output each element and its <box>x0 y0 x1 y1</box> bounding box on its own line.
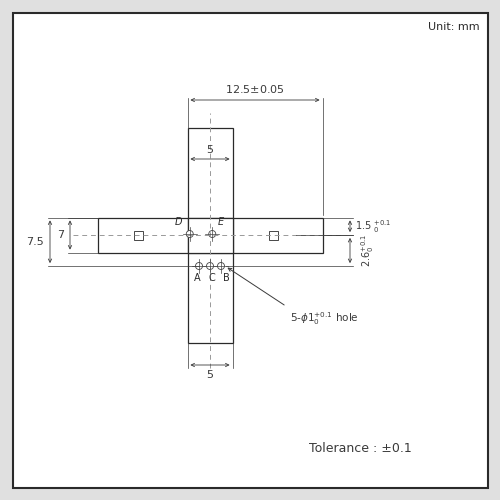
Circle shape <box>196 262 202 270</box>
Text: E: E <box>218 217 224 227</box>
Text: Tolerance : ±0.1: Tolerance : ±0.1 <box>308 442 412 455</box>
Text: C: C <box>208 273 215 283</box>
Bar <box>98 218 188 252</box>
Circle shape <box>218 262 224 270</box>
Bar <box>134 230 142 239</box>
Text: 5: 5 <box>206 144 214 154</box>
Bar <box>188 252 232 342</box>
Text: 7.5: 7.5 <box>26 237 44 247</box>
Bar <box>188 218 232 252</box>
Text: Unit: mm: Unit: mm <box>428 22 480 32</box>
Text: 12.5$\pm$0.05: 12.5$\pm$0.05 <box>225 83 285 95</box>
Bar <box>188 128 232 218</box>
Text: 1.5 $^{+0.1}_{0}$: 1.5 $^{+0.1}_{0}$ <box>355 218 392 234</box>
Text: B: B <box>222 273 230 283</box>
Text: 7: 7 <box>57 230 64 240</box>
Text: 2.6$^{+0.1}_{0}$: 2.6$^{+0.1}_{0}$ <box>359 234 376 267</box>
Circle shape <box>209 230 216 237</box>
Text: D: D <box>175 217 182 227</box>
Circle shape <box>206 262 214 270</box>
Text: A: A <box>194 273 201 283</box>
Bar <box>268 230 278 239</box>
Bar <box>232 218 322 252</box>
Circle shape <box>186 230 193 237</box>
Text: 5-$\phi$1$^{+0.1}_{0}$ hole: 5-$\phi$1$^{+0.1}_{0}$ hole <box>290 310 360 328</box>
Text: 5: 5 <box>206 370 214 380</box>
